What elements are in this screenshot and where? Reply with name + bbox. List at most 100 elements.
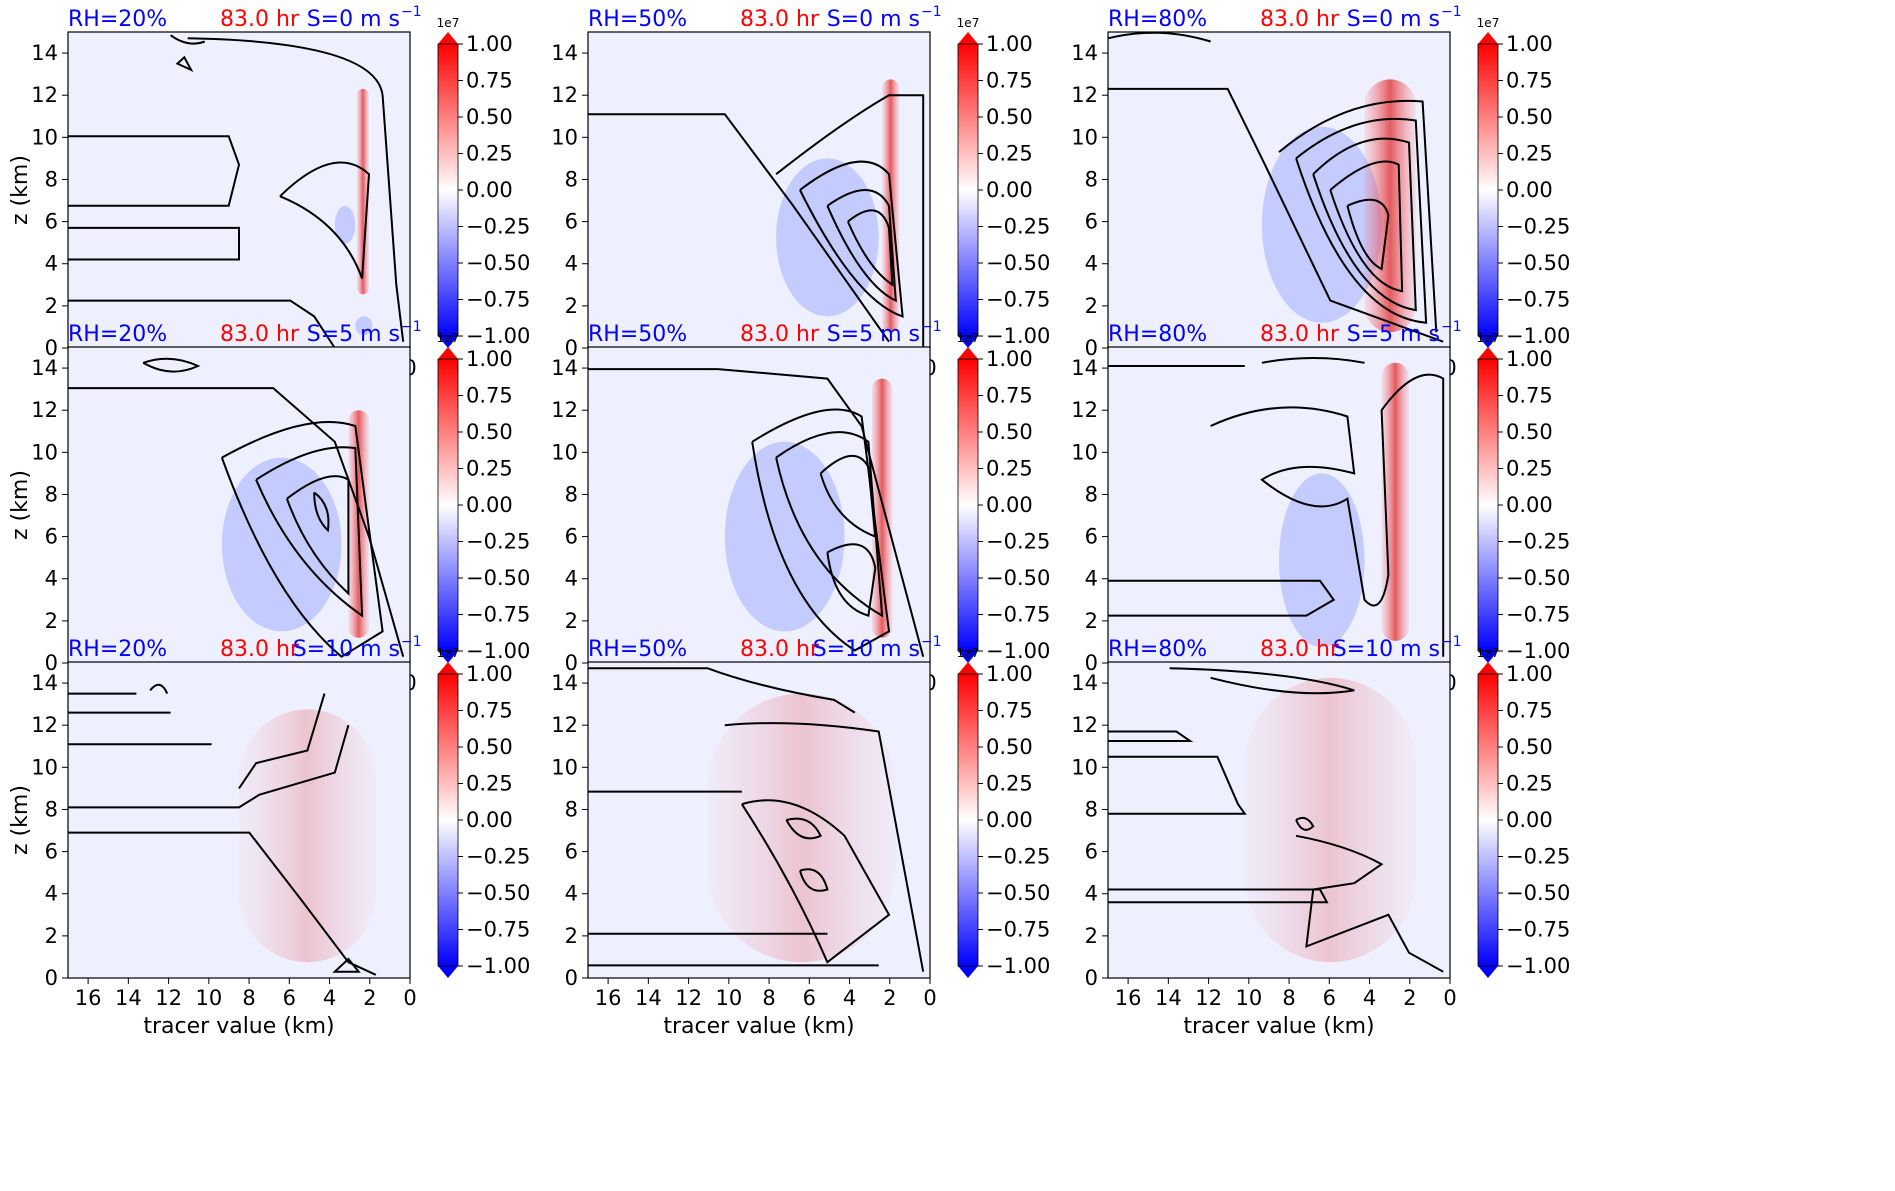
colorbar-extend-max xyxy=(958,347,978,359)
colorbar-tick-label: −0.50 xyxy=(466,251,530,275)
x-tick-label: 14 xyxy=(1155,986,1182,1010)
contour-line xyxy=(175,55,194,73)
contour-line xyxy=(1329,160,1404,293)
contour-line xyxy=(1295,117,1428,324)
x-tick-label: 14 xyxy=(635,986,662,1010)
colorbar-tick-label: −0.50 xyxy=(1506,566,1570,590)
shear-title: S=10 m s xyxy=(813,637,920,662)
colorbar-tick-label: 0.00 xyxy=(986,808,1033,832)
contour-line xyxy=(68,226,240,261)
contour-line xyxy=(285,475,350,596)
time-title: 83.0 hr xyxy=(220,7,300,32)
colorbar-extend-min xyxy=(438,966,458,978)
rh-title: RH=20% xyxy=(68,637,167,662)
contour-line xyxy=(255,446,364,618)
x-tick-label: 0 xyxy=(923,986,936,1010)
colorbar-extend-min xyxy=(438,651,458,663)
y-axis-label: z (km) xyxy=(8,470,33,540)
colorbar-tick-label: −0.50 xyxy=(986,881,1050,905)
colorbar-tick-label: −1.00 xyxy=(986,639,1050,663)
colorbar-tick-label: 0.50 xyxy=(986,735,1033,759)
y-tick-label: 8 xyxy=(1085,482,1098,506)
colorbar-tick-label: −0.75 xyxy=(466,288,530,312)
y-tick-label: 12 xyxy=(31,398,58,422)
y-tick-label: 2 xyxy=(565,294,578,318)
colorbar-extend-min xyxy=(958,336,978,348)
contour-line xyxy=(1108,579,1336,617)
y-tick-label: 12 xyxy=(551,83,578,107)
colorbar-extend-min xyxy=(1478,966,1498,978)
y-tick-label: 6 xyxy=(1085,210,1098,234)
y-tick-label: 10 xyxy=(551,125,578,149)
colorbar-tick-label: −0.50 xyxy=(1506,881,1570,905)
y-tick-label: 12 xyxy=(31,83,58,107)
x-tick-label: 0 xyxy=(1443,986,1456,1010)
contour-line xyxy=(332,957,361,973)
colorbar-tick-label: −0.75 xyxy=(1506,603,1570,627)
contour-line xyxy=(1346,198,1390,271)
colorbar-tick-label: 0.25 xyxy=(986,772,1033,796)
y-tick-label: 12 xyxy=(31,713,58,737)
colorbar-tick-label: −0.25 xyxy=(466,215,530,239)
colorbar-tick-label: 0.25 xyxy=(986,142,1033,166)
colorbar-tick-label: −0.50 xyxy=(466,881,530,905)
shear-unit-exponent: −1 xyxy=(1441,319,1462,335)
x-tick-label: 4 xyxy=(1363,986,1376,1010)
colorbar-tick-label: 0.00 xyxy=(466,178,513,202)
y-tick-label: 0 xyxy=(565,651,578,675)
colorbar-tick-label: −0.25 xyxy=(986,845,1050,869)
y-tick-label: 8 xyxy=(45,482,58,506)
x-axis-label: tracer value (km) xyxy=(663,1014,854,1039)
colorbar-exponent: 1e7 xyxy=(957,646,980,660)
contour-line xyxy=(588,113,890,343)
x-tick-label: 10 xyxy=(1235,986,1262,1010)
shear-title: S=5 m s xyxy=(307,322,400,347)
contour-line xyxy=(1107,31,1211,43)
shear-unit-exponent: −1 xyxy=(1441,4,1462,20)
y-tick-label: 4 xyxy=(45,882,58,906)
x-tick-label: 0 xyxy=(403,986,416,1010)
x-tick-label: 16 xyxy=(595,986,622,1010)
shear-title: S=0 m s xyxy=(307,7,400,32)
x-tick-label: 2 xyxy=(883,986,896,1010)
contour-line xyxy=(1169,667,1355,695)
colorbar xyxy=(1478,674,1498,966)
y-tick-label: 0 xyxy=(565,966,578,990)
y-tick-label: 14 xyxy=(31,41,58,65)
y-tick-label: 4 xyxy=(565,882,578,906)
colorbar-tick-label: −1.00 xyxy=(466,324,530,348)
x-tick-label: 4 xyxy=(843,986,856,1010)
x-tick-label: 12 xyxy=(675,986,702,1010)
y-tick-label: 4 xyxy=(1085,882,1098,906)
colorbar xyxy=(438,44,458,336)
contour-line xyxy=(1295,816,1315,831)
y-tick-label: 14 xyxy=(1071,356,1098,380)
y-tick-label: 12 xyxy=(1071,398,1098,422)
contour-line xyxy=(751,408,891,652)
x-tick-label: 16 xyxy=(75,986,102,1010)
contour-line xyxy=(799,160,904,318)
contour-line xyxy=(313,491,330,533)
positive-anomaly-region xyxy=(1244,677,1416,963)
time-title: 83.0 hr xyxy=(740,322,820,347)
contour-line xyxy=(826,543,877,617)
rh-title: RH=80% xyxy=(1108,637,1207,662)
contour-line xyxy=(741,799,891,964)
colorbar-tick-label: 1.00 xyxy=(466,347,513,371)
colorbar-tick-label: −1.00 xyxy=(466,954,530,978)
y-tick-label: 8 xyxy=(565,482,578,506)
contour-line xyxy=(1261,357,1365,364)
time-title: 83.0 hr xyxy=(1260,7,1340,32)
y-tick-label: 2 xyxy=(1085,609,1098,633)
time-title: 83.0 hr xyxy=(1260,322,1340,347)
x-tick-label: 14 xyxy=(115,986,142,1010)
time-title: 83.0 hr xyxy=(220,637,300,662)
shear-title: S=10 m s xyxy=(293,637,400,662)
y-tick-label: 0 xyxy=(1085,651,1098,675)
colorbar-tick-label: 0.75 xyxy=(986,699,1033,723)
shear-unit-exponent: −1 xyxy=(921,319,942,335)
colorbar-extend-max xyxy=(1478,662,1498,674)
colorbar-extend-max xyxy=(958,32,978,44)
colorbar-tick-label: −1.00 xyxy=(466,639,530,663)
colorbar-tick-label: −0.25 xyxy=(466,845,530,869)
